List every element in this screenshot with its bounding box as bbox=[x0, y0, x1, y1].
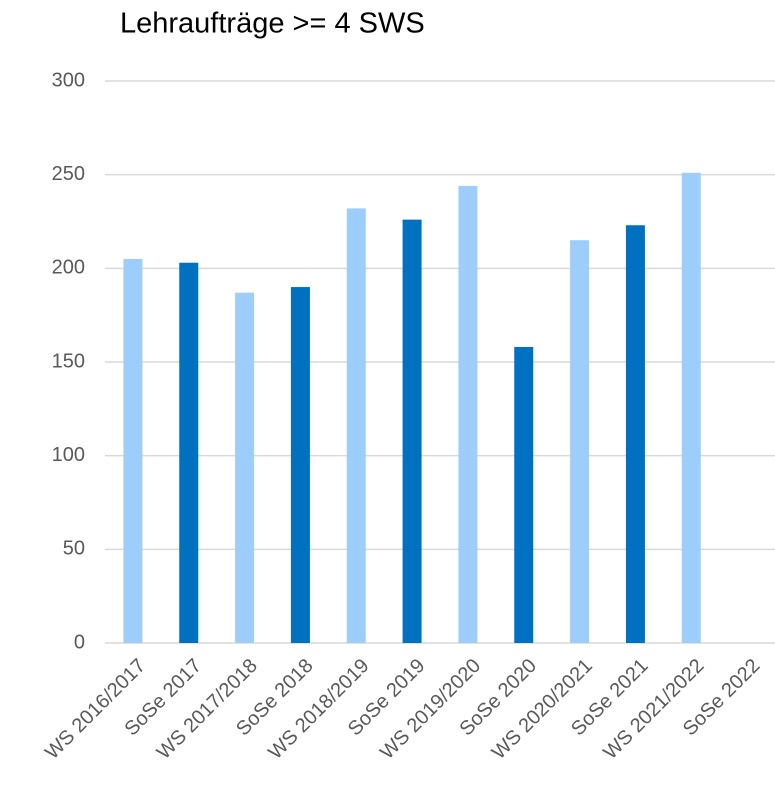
x-tick-label: WS 2020/2021 bbox=[488, 655, 597, 764]
x-tick-label: WS 2016/2017 bbox=[41, 655, 150, 764]
y-tick-label: 150 bbox=[52, 350, 85, 372]
bar bbox=[179, 262, 199, 643]
y-tick-label: 0 bbox=[74, 631, 85, 653]
bar bbox=[402, 219, 422, 644]
bar bbox=[514, 347, 534, 643]
bar bbox=[123, 258, 143, 643]
y-tick-label: 300 bbox=[52, 69, 85, 91]
x-tick-label: WS 2017/2018 bbox=[153, 655, 262, 764]
y-tick-label: 50 bbox=[63, 538, 85, 560]
y-tick-label: 100 bbox=[52, 444, 85, 466]
bar bbox=[235, 292, 255, 643]
chart-title: Lehraufträge >= 4 SWS bbox=[120, 8, 425, 40]
bar bbox=[346, 208, 366, 644]
x-tick-label: WS 2018/2019 bbox=[264, 655, 373, 764]
bar bbox=[570, 240, 590, 643]
x-tick-label: WS 2019/2020 bbox=[376, 655, 485, 764]
y-tick-label: 200 bbox=[52, 257, 85, 279]
bar bbox=[681, 172, 701, 643]
y-tick-label: 250 bbox=[52, 163, 85, 185]
bar bbox=[290, 287, 310, 643]
bar bbox=[458, 185, 478, 643]
bar bbox=[625, 225, 645, 643]
x-tick-label: WS 2021/2022 bbox=[599, 655, 708, 764]
